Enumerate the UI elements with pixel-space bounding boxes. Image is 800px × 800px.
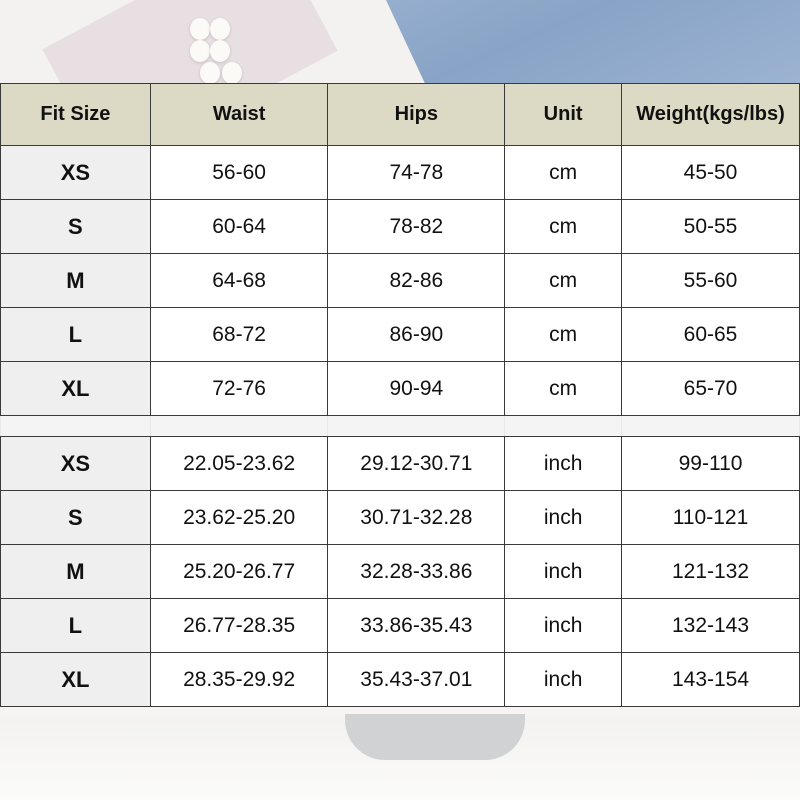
section-spacer bbox=[0, 415, 800, 437]
table-row: M 25.20-26.77 32.28-33.86 inch 121-132 bbox=[0, 544, 800, 599]
denim-fabric-decor bbox=[367, 0, 800, 84]
waist-cell: 23.62-25.20 bbox=[149, 490, 329, 545]
weight-cell: 50-55 bbox=[621, 199, 800, 254]
waist-cell: 22.05-23.62 bbox=[149, 436, 329, 491]
unit-cell: inch bbox=[504, 598, 623, 653]
waist-cell: 26.77-28.35 bbox=[149, 598, 329, 653]
weight-cell: 45-50 bbox=[621, 145, 800, 200]
size-cell: XS bbox=[0, 145, 151, 200]
header-row: Fit Size Waist Hips Unit Weight(kgs/lbs) bbox=[0, 83, 800, 146]
table-row: S 23.62-25.20 30.71-32.28 inch 110-121 bbox=[0, 490, 800, 545]
header-waist: Waist bbox=[149, 83, 329, 146]
header-unit: Unit bbox=[504, 83, 623, 146]
spacer-cell bbox=[327, 415, 506, 437]
weight-cell: 65-70 bbox=[621, 361, 800, 416]
hips-cell: 33.86-35.43 bbox=[327, 598, 506, 653]
unit-cell: cm bbox=[504, 307, 623, 362]
spacer-cell bbox=[149, 415, 329, 437]
weight-cell: 143-154 bbox=[621, 652, 800, 707]
weight-cell: 99-110 bbox=[621, 436, 800, 491]
table-row: XS 22.05-23.62 29.12-30.71 inch 99-110 bbox=[0, 436, 800, 491]
unit-cell: cm bbox=[504, 145, 623, 200]
waist-cell: 28.35-29.92 bbox=[149, 652, 329, 707]
table-row: S 60-64 78-82 cm 50-55 bbox=[0, 199, 800, 254]
unit-cell: inch bbox=[504, 490, 623, 545]
size-cell: S bbox=[0, 199, 151, 254]
size-cell: XL bbox=[0, 361, 151, 416]
hips-cell: 32.28-33.86 bbox=[327, 544, 506, 599]
size-cell: M bbox=[0, 544, 151, 599]
waist-cell: 64-68 bbox=[149, 253, 329, 308]
size-cell: XL bbox=[0, 652, 151, 707]
table-row: XL 28.35-29.92 35.43-37.01 inch 143-154 bbox=[0, 652, 800, 707]
size-cell: L bbox=[0, 598, 151, 653]
spacer-cell bbox=[0, 415, 151, 437]
unit-cell: inch bbox=[504, 544, 623, 599]
weight-cell: 132-143 bbox=[621, 598, 800, 653]
size-chart-table: Fit Size Waist Hips Unit Weight(kgs/lbs)… bbox=[0, 83, 800, 707]
size-cell: L bbox=[0, 307, 151, 362]
weight-cell: 110-121 bbox=[621, 490, 800, 545]
weight-cell: 55-60 bbox=[621, 253, 800, 308]
unit-cell: cm bbox=[504, 253, 623, 308]
size-cell: XS bbox=[0, 436, 151, 491]
pearl-decor bbox=[190, 18, 250, 84]
waist-cell: 25.20-26.77 bbox=[149, 544, 329, 599]
hips-cell: 29.12-30.71 bbox=[327, 436, 506, 491]
hips-cell: 30.71-32.28 bbox=[327, 490, 506, 545]
unit-cell: inch bbox=[504, 652, 623, 707]
spacer-cell bbox=[621, 415, 800, 437]
gray-garment-decor bbox=[345, 714, 525, 760]
waist-cell: 56-60 bbox=[149, 145, 329, 200]
background-photo-top bbox=[0, 0, 800, 84]
hips-cell: 74-78 bbox=[327, 145, 506, 200]
waist-cell: 68-72 bbox=[149, 307, 329, 362]
weight-cell: 60-65 bbox=[621, 307, 800, 362]
header-hips: Hips bbox=[327, 83, 506, 146]
hips-cell: 78-82 bbox=[327, 199, 506, 254]
size-cell: S bbox=[0, 490, 151, 545]
header-weight: Weight(kgs/lbs) bbox=[621, 83, 800, 146]
unit-cell: inch bbox=[504, 436, 623, 491]
hips-cell: 82-86 bbox=[327, 253, 506, 308]
table-row: L 68-72 86-90 cm 60-65 bbox=[0, 307, 800, 362]
unit-cell: cm bbox=[504, 199, 623, 254]
spacer-cell bbox=[504, 415, 623, 437]
hips-cell: 86-90 bbox=[327, 307, 506, 362]
table-row: L 26.77-28.35 33.86-35.43 inch 132-143 bbox=[0, 598, 800, 653]
table-row: XL 72-76 90-94 cm 65-70 bbox=[0, 361, 800, 416]
waist-cell: 60-64 bbox=[149, 199, 329, 254]
background-photo-bottom bbox=[0, 714, 800, 800]
hips-cell: 35.43-37.01 bbox=[327, 652, 506, 707]
weight-cell: 121-132 bbox=[621, 544, 800, 599]
waist-cell: 72-76 bbox=[149, 361, 329, 416]
table-row: M 64-68 82-86 cm 55-60 bbox=[0, 253, 800, 308]
hips-cell: 90-94 bbox=[327, 361, 506, 416]
header-fit-size: Fit Size bbox=[0, 83, 151, 146]
table-row: XS 56-60 74-78 cm 45-50 bbox=[0, 145, 800, 200]
unit-cell: cm bbox=[504, 361, 623, 416]
size-cell: M bbox=[0, 253, 151, 308]
